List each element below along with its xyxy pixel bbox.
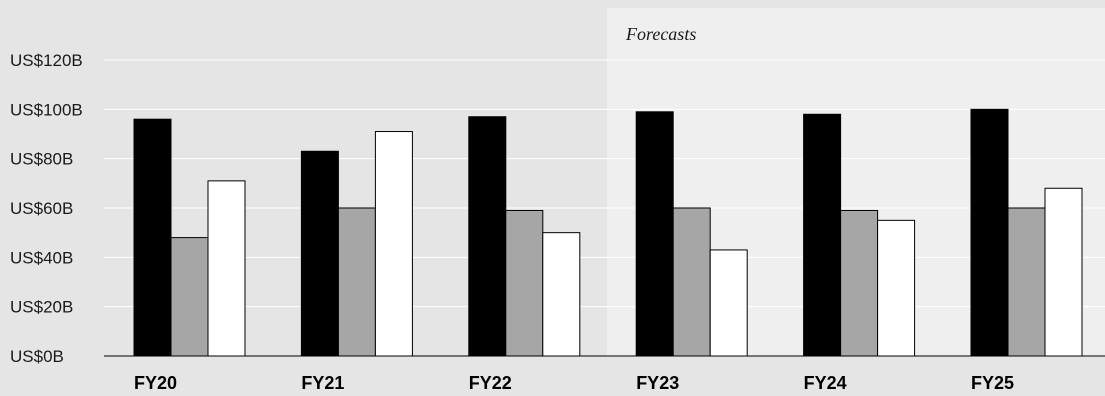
bar-fy25-series-1 (970, 108, 1009, 357)
bars (104, 108, 1105, 357)
bar-fy20-series-2 (170, 237, 209, 357)
y-axis-tick-labels: US$0B US$20B US$40B US$60B US$80B US$100B US$1… (10, 51, 83, 366)
y-tick-label: US$100B (10, 100, 83, 119)
bar-fy24-series-2 (840, 209, 879, 357)
bar-fy22-series-3 (542, 232, 581, 357)
bar-fy25-series-3 (1044, 187, 1083, 357)
bar-fy23-series-1 (635, 111, 674, 357)
bar-fy22-series-2 (505, 209, 544, 357)
y-tick-label: US$80B (10, 150, 73, 169)
bar-fy22-series-1 (468, 116, 507, 357)
y-tick-label: US$120B (10, 51, 83, 70)
x-tick-label: FY20 (134, 373, 177, 393)
y-tick-label: US$0B (10, 347, 64, 366)
bar-fy20-series-1 (133, 118, 172, 357)
x-tick-label: FY21 (301, 373, 344, 393)
x-tick-label: FY22 (469, 373, 512, 393)
y-tick-label: US$60B (10, 199, 73, 218)
bar-fy25-series-2 (1007, 207, 1046, 357)
bar-fy23-series-2 (672, 207, 711, 357)
x-axis-labels: FY20 FY21 FY22 FY23 FY24 FY25 (134, 373, 1014, 393)
y-tick-label: US$40B (10, 248, 73, 267)
x-tick-label: FY25 (971, 373, 1014, 393)
bar-fy24-series-1 (803, 113, 842, 357)
bar-fy21-series-2 (337, 207, 376, 357)
bar-fy21-series-3 (374, 131, 413, 357)
forecast-label: Forecasts (625, 24, 696, 44)
bar-fy21-series-1 (300, 150, 339, 357)
bar-fy20-series-3 (207, 180, 246, 357)
bar-fy24-series-3 (877, 219, 916, 357)
x-tick-label: FY23 (636, 373, 679, 393)
bar-fy23-series-3 (709, 249, 748, 357)
y-tick-label: US$20B (10, 298, 73, 317)
x-tick-label: FY24 (804, 373, 847, 393)
